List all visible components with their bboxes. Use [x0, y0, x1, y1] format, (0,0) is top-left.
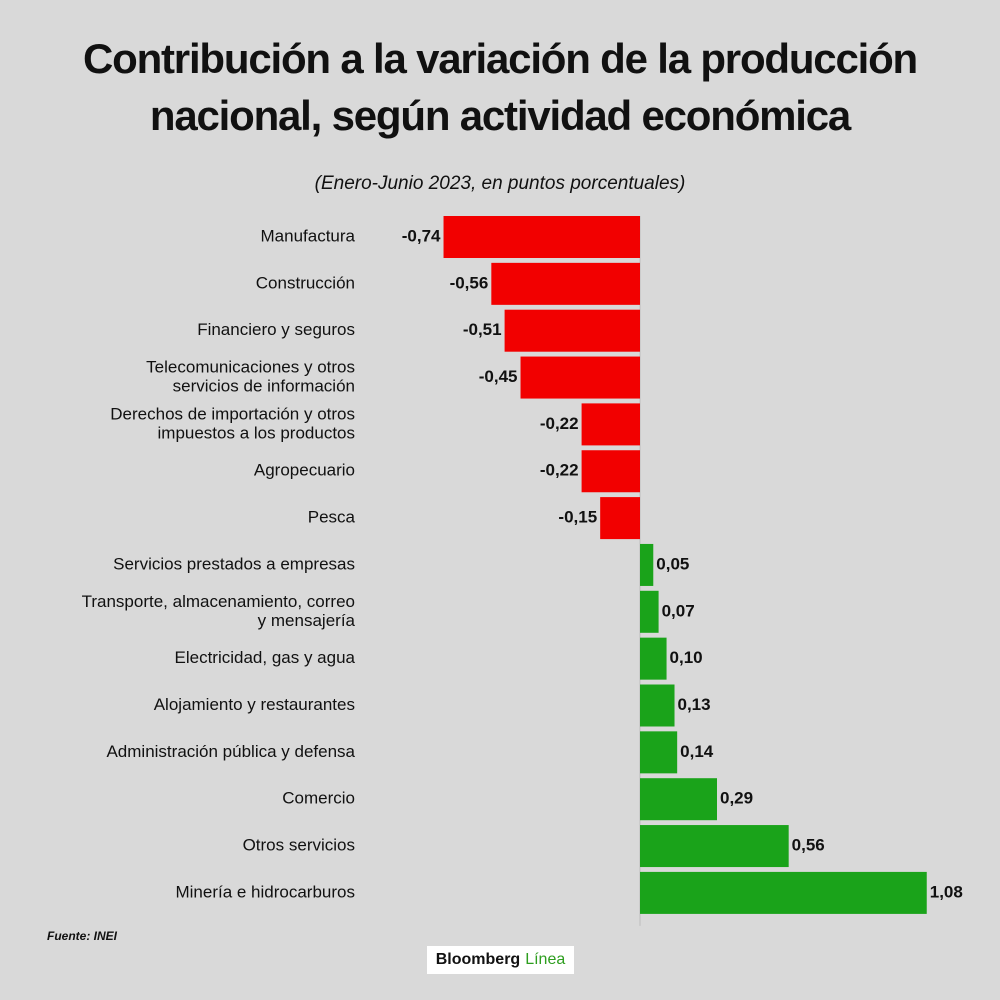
category-label: Financiero y seguros	[197, 320, 355, 339]
category-label: Servicios prestados a empresas	[113, 554, 355, 573]
bar-value-label: -0,56	[450, 273, 489, 292]
category-label-line: Pesca	[308, 508, 356, 527]
bar-value-label: 0,56	[792, 836, 825, 855]
bar	[640, 684, 675, 727]
category-label-line: servicios de información	[173, 377, 355, 396]
category-label-line: Manufactura	[261, 226, 356, 245]
category-label-line: Otros servicios	[243, 836, 355, 855]
category-label-line: Telecomunicaciones y otros	[146, 358, 355, 377]
chart-title-line-2: nacional, según actividad económica	[149, 92, 851, 139]
bar-value-label: 0,14	[680, 742, 714, 761]
bar-value-label: -0,22	[540, 414, 579, 433]
bar-value-label: 0,10	[670, 648, 703, 667]
category-label-line: Electricidad, gas y agua	[175, 648, 356, 667]
bar	[640, 825, 789, 868]
bar	[640, 731, 678, 774]
bar	[640, 778, 717, 821]
bar-value-label: -0,74	[402, 226, 441, 245]
category-label-line: Agropecuario	[254, 461, 355, 480]
category-label-line: Administración pública y defensa	[106, 742, 355, 761]
category-label: Pesca	[308, 508, 356, 527]
bar	[640, 543, 654, 586]
logo-wordmark-bloomberg: Bloomberg	[435, 951, 521, 968]
category-label: Construcción	[256, 273, 355, 292]
bar-value-label: 0,05	[656, 554, 689, 573]
bar-value-label: 0,07	[662, 601, 695, 620]
bar-value-label: -0,22	[540, 461, 579, 480]
bar-value-label: 1,08	[930, 882, 963, 901]
bar-value-label: -0,15	[558, 508, 597, 527]
category-label: Derechos de importación y otros impuestos…	[110, 404, 355, 442]
bar	[504, 309, 640, 352]
bar	[640, 590, 659, 633]
category-label-line: Minería e hidrocarburos	[175, 882, 355, 901]
chart-subtitle: (Enero-Junio 2023, en puntos porcentuale…	[314, 173, 686, 194]
category-label: Transporte, almacenamiento, correo y mens…	[82, 592, 356, 630]
chart-title-line-1: Contribución a la variación de la produc…	[82, 35, 918, 82]
bar	[443, 216, 640, 258]
category-label: Minería e hidrocarburos	[175, 882, 355, 901]
bar	[640, 637, 667, 680]
bloomberg-linea-logo: Bloomberg Línea	[427, 946, 574, 974]
logo-wordmark-linea: Línea	[525, 951, 566, 968]
bar	[581, 450, 640, 493]
category-label-line: impuestos a los productos	[158, 423, 356, 442]
bar	[600, 497, 640, 540]
bar-value-label: -0,51	[463, 320, 502, 339]
category-label: Manufactura	[261, 226, 356, 245]
category-label-line: Transporte, almacenamiento, correo	[82, 592, 355, 611]
bar	[520, 356, 640, 399]
category-label-line: Construcción	[256, 273, 355, 292]
category-label: Electricidad, gas y agua	[175, 648, 356, 667]
bar-value-label: 0,29	[720, 789, 753, 808]
bar-value-label: 0,13	[678, 695, 711, 714]
category-label-line: Derechos de importación y otros	[110, 404, 355, 423]
category-label: Telecomunicaciones y otros servicios de i…	[146, 358, 355, 396]
category-label: Alojamiento y restaurantes	[154, 695, 355, 714]
bar	[491, 262, 640, 305]
bar	[581, 403, 640, 446]
category-label-line: Financiero y seguros	[197, 320, 355, 339]
bar-value-label: -0,45	[479, 367, 518, 386]
source-note: Fuente: INEI	[47, 929, 118, 943]
category-label: Comercio	[282, 789, 355, 808]
category-label-line: y mensajería	[258, 611, 356, 630]
category-label: Otros servicios	[243, 836, 355, 855]
bar	[640, 871, 927, 914]
category-label-line: Servicios prestados a empresas	[113, 554, 355, 573]
category-label: Agropecuario	[254, 461, 355, 480]
category-label-line: Comercio	[282, 789, 355, 808]
chart-title: Contribución a la variación de la produc…	[0, 30, 1000, 144]
category-label: Administración pública y defensa	[106, 742, 355, 761]
category-label-line: Alojamiento y restaurantes	[154, 695, 355, 714]
